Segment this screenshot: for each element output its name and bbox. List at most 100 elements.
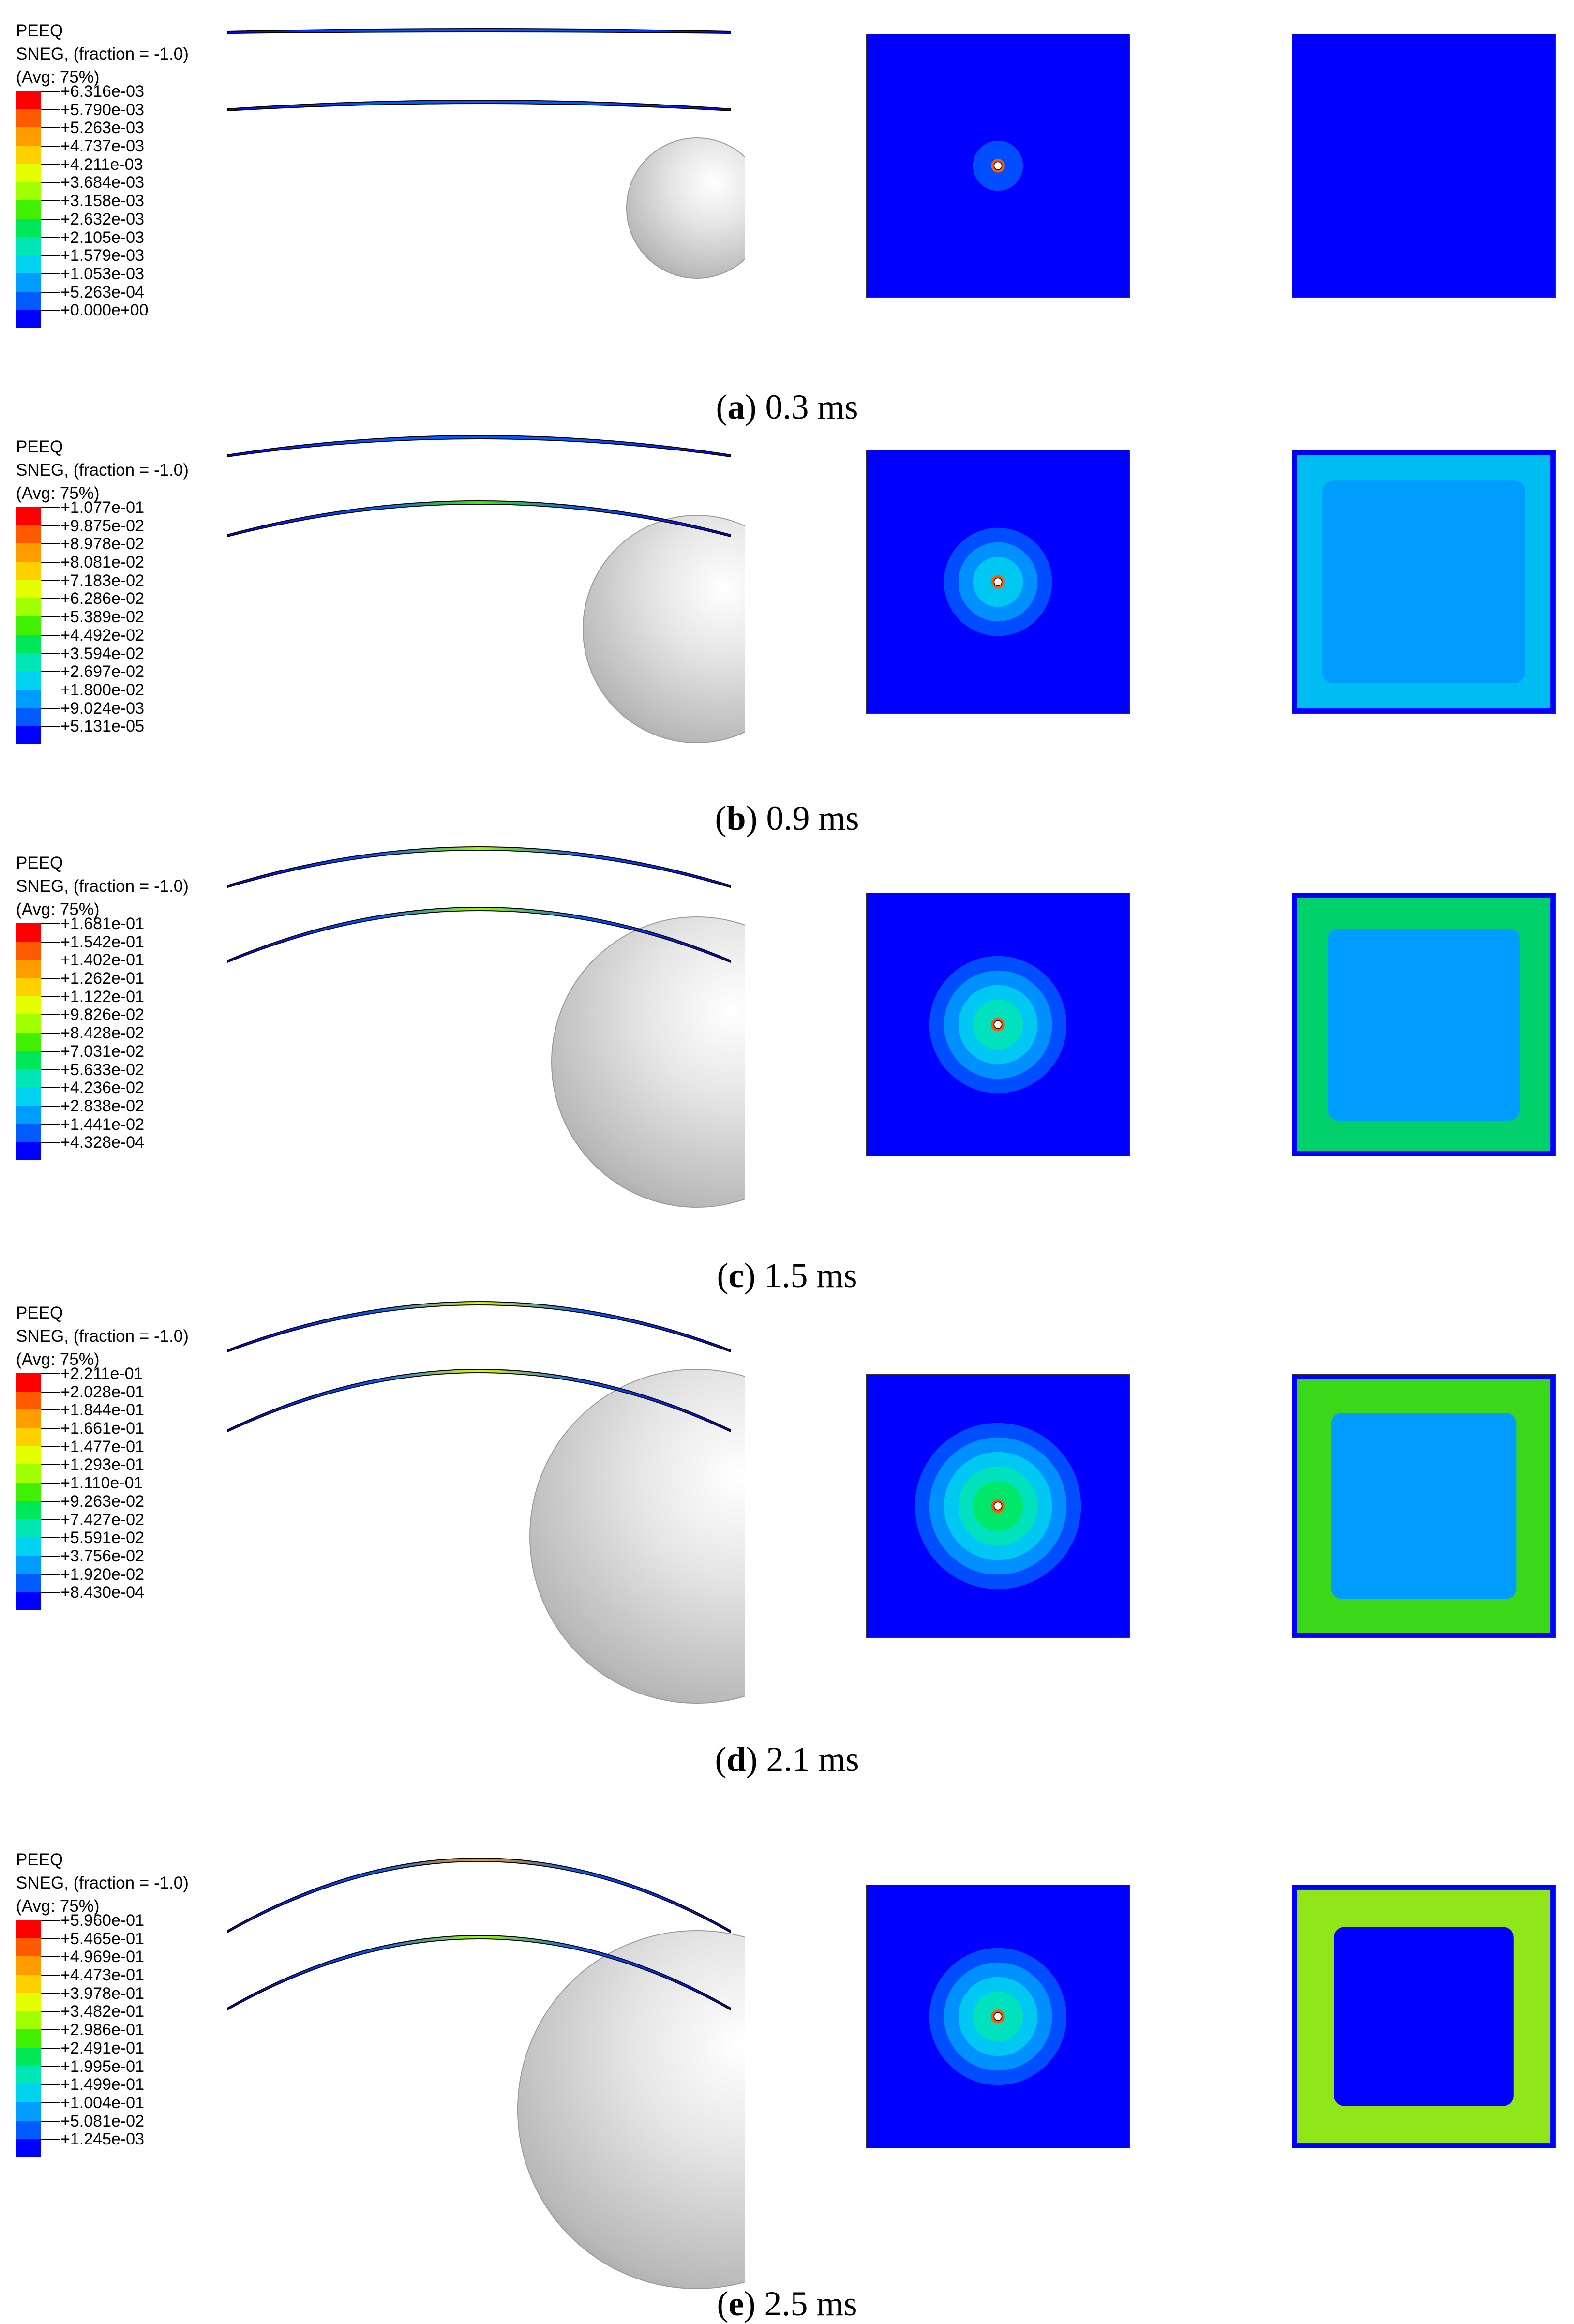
legend-swatch [16,923,41,942]
legend-header-line: (Avg: 75%) [16,1897,100,1916]
legend-scale: +6.316e-03 +5.790e-03 +5.263e-03 +4.737e-03… [16,83,229,333]
legend-entry: +4.492e-02 [16,627,229,653]
legend-value: +4.492e-02 [60,626,144,645]
legend-swatch [16,1033,41,1051]
caption-close: ) [745,388,765,426]
legend-value: +2.491e-01 [60,2039,144,2057]
legend-value: +1.579e-03 [60,246,144,265]
legend-value: +1.441e-02 [60,1115,144,1134]
legend-entry: +1.995e-01 [16,2058,229,2084]
legend-value: +8.428e-02 [60,1024,144,1043]
panel-caption: (a) 0.3 ms [0,387,1574,427]
legend-swatch [16,978,41,997]
legend: PEEQ SNEG, (fraction = -1.0) (Avg: 75%) +5.… [16,1848,229,2162]
legend-entry: +5.790e-03 [16,102,229,128]
legend-value: +1.477e-01 [60,1437,144,1456]
legend-value: +3.158e-03 [60,192,144,210]
front-plate [227,1369,731,1433]
legend-value: +1.800e-02 [60,680,144,699]
legend-entry: +1.681e-01 [16,915,229,942]
legend-entry: +3.482e-01 [16,2003,229,2030]
legend-tick [41,1428,60,1429]
legend-tick [41,1446,60,1447]
legend-value: +5.591e-02 [60,1529,144,1547]
legend-entry: +6.316e-03 [16,83,229,109]
legend-tick [41,653,60,654]
panel-caption: (d) 2.1 ms [0,1739,1574,1780]
legend-value: +7.427e-02 [60,1510,144,1529]
legend-value: +1.004e-01 [60,2093,144,2112]
legend-swatch [16,1069,41,1088]
legend-entry: +3.158e-03 [16,193,229,219]
legend-entry: +4.211e-03 [16,156,229,182]
legend-value: +1.293e-01 [60,1455,144,1474]
legend-swatch [16,146,41,165]
legend-entry: +2.632e-03 [16,211,229,237]
legend-tick [41,2047,60,2049]
legend-swatch [16,2066,41,2084]
legend-swatch [16,1446,41,1465]
legend-value: +5.131e-05 [60,717,144,736]
legend-tick [41,146,60,147]
legend-entry: +9.263e-02 [16,1493,229,1519]
legend-value: +2.838e-02 [60,1096,144,1115]
legend-tick [41,671,60,673]
legend-header-line: SNEG, (fraction = -1.0) [16,877,189,896]
legend-tick [41,1938,60,1939]
panel-d: PEEQ SNEG, (fraction = -1.0) (Avg: 75%) +2.… [0,1282,1574,1779]
back-plate [227,1301,731,1353]
legend-value: +9.826e-02 [60,1005,144,1024]
front-plate-top-view [866,1885,1130,2148]
legend-tick [41,1142,60,1143]
legend-entry: +7.031e-02 [16,1043,229,1069]
legend-entry: +5.131e-05 [16,718,229,745]
legend-value: +4.328e-04 [60,1133,144,1152]
caption-label: e [728,2284,744,2323]
legend-tick [41,1555,60,1557]
legend-tick [41,2084,60,2085]
legend-entry: +1.402e-01 [16,952,229,978]
legend-entry: +8.428e-02 [16,1025,229,1051]
legend-tick [41,1087,60,1089]
caption-open: ( [717,1256,729,1295]
legend-tick [41,580,60,581]
legend-tick [41,1033,60,1034]
legend-value: +2.028e-01 [60,1382,144,1401]
legend-tick [41,1574,60,1575]
legend-value: +0.000e+00 [60,301,149,320]
legend-swatch [16,1464,41,1483]
legend-tick [41,1956,60,1958]
legend-swatch [16,653,41,672]
side-view [227,1858,745,2289]
legend-tick [41,634,60,636]
legend-value: +9.024e-03 [60,699,144,718]
legend-entry: +5.960e-01 [16,1912,229,1938]
legend-entry: +1.661e-01 [16,1420,229,1447]
legend-entry: +1.262e-01 [16,970,229,997]
side-view [227,846,745,1208]
legend-swatch [16,1938,41,1957]
legend-tick [41,91,60,92]
legend-value: +5.263e-04 [60,283,144,301]
legend-value: +1.122e-01 [60,987,144,1006]
projectile-sphere [583,515,745,743]
caption-time: 2.1 ms [766,1740,859,1779]
panel-b: PEEQ SNEG, (fraction = -1.0) (Avg: 75%) +1.… [0,416,1574,838]
legend-swatch [16,182,41,201]
legend-swatch [16,543,41,562]
legend-swatch [16,2011,41,2030]
legend-swatch [16,562,41,581]
legend-swatch [16,218,41,237]
legend-entry: +5.389e-02 [16,609,229,635]
legend-tick [41,1483,60,1484]
caption-time: 0.9 ms [766,799,859,838]
legend-tick [41,996,60,997]
legend-swatch [16,1519,41,1538]
back-plate-top-view [1292,1885,1556,2148]
front-plate [227,1935,731,2011]
legend-entry: +3.594e-02 [16,645,229,672]
legend-swatch [16,2029,41,2048]
panel-e: PEEQ SNEG, (fraction = -1.0) (Avg: 75%) +5.… [0,1829,1574,2323]
caption-open: ( [716,388,728,426]
front-plate [227,907,731,963]
